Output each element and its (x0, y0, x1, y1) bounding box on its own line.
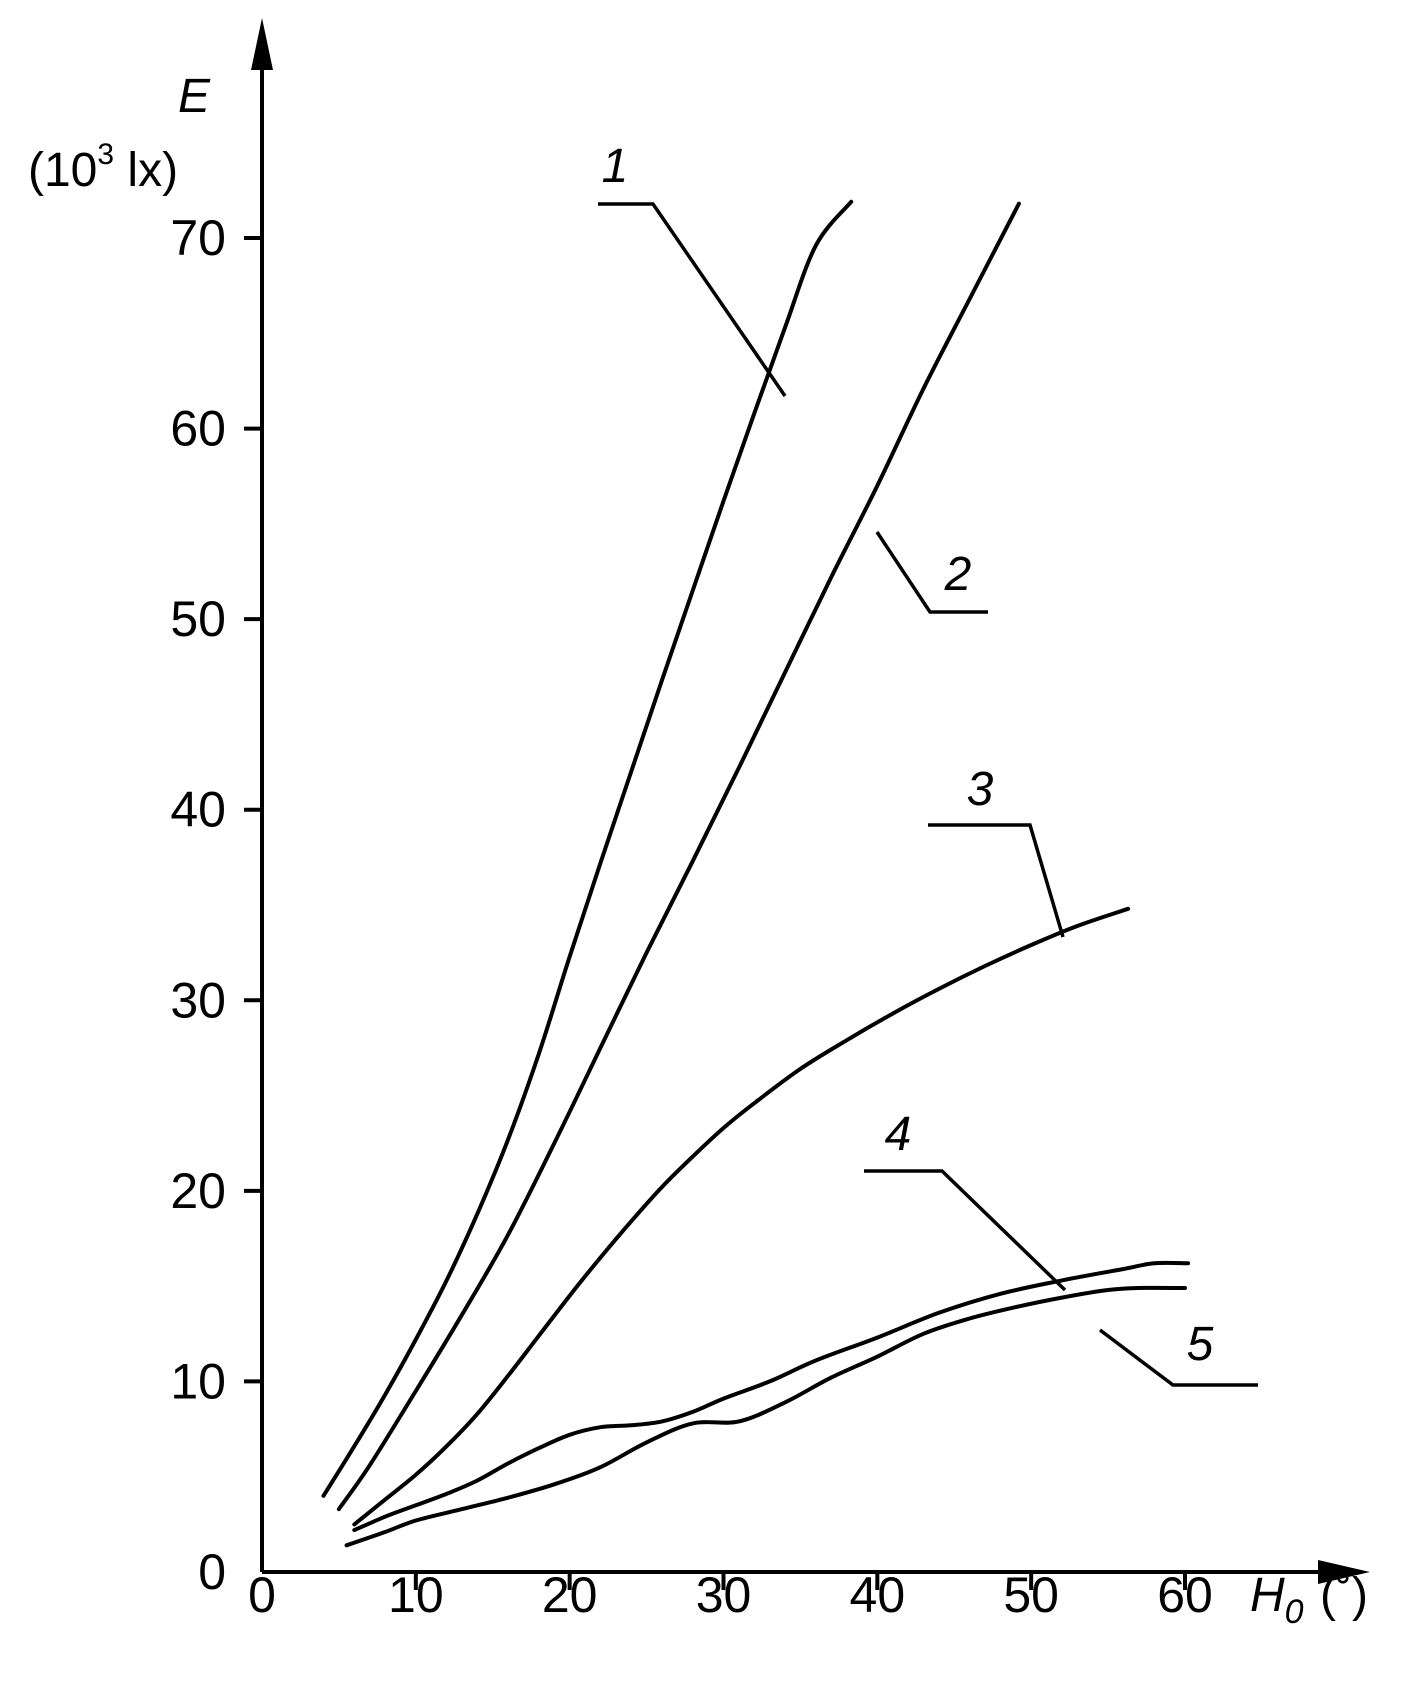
x-tick-label: 60 (1157, 1567, 1213, 1623)
x-tick-label: 20 (542, 1567, 598, 1623)
y-tick-label: 10 (170, 1353, 226, 1409)
y-tick-label: 70 (170, 210, 226, 266)
y-tick-label: 0 (198, 1544, 226, 1600)
x-tick-label: 0 (248, 1567, 276, 1623)
y-axis-unit: (103 lx) (28, 138, 178, 197)
y-tick-label: 40 (170, 782, 226, 838)
y-unit-suffix: lx) (114, 144, 178, 197)
series-label-5: 5 (1187, 1318, 1214, 1371)
leader-line-1 (598, 202, 787, 397)
y-tick-label: 20 (170, 1163, 226, 1219)
series-label-4: 4 (885, 1108, 912, 1161)
series-label-1: 1 (602, 140, 629, 193)
x-axis-unit: (˚) (1320, 1569, 1368, 1622)
leader-line-5 (1098, 1328, 1258, 1387)
y-ticks: 0 10 20 30 40 50 60 70 (170, 210, 262, 1600)
y-unit-prefix: (10 (28, 144, 97, 197)
x-tick-label: 30 (696, 1567, 752, 1623)
x-tick-label: 50 (1003, 1567, 1059, 1623)
y-tick-label: 60 (170, 401, 226, 457)
y-tick-label: 50 (170, 591, 226, 647)
series-group (321, 199, 1191, 1548)
y-axis-title: E (178, 70, 211, 123)
series-line-2 (336, 201, 1021, 1512)
series-line-1 (321, 199, 854, 1498)
y-tick-label: 30 (170, 972, 226, 1028)
series-leaders: 1 2 3 4 5 (598, 140, 1258, 1387)
leader-line-3 (928, 823, 1065, 938)
series-label-2: 2 (944, 548, 972, 601)
x-ticks: 0 10 20 30 40 50 60 (248, 1567, 1213, 1623)
leader-line-2 (875, 531, 988, 614)
series-line-4 (344, 1285, 1187, 1548)
y-unit-exponent: 3 (97, 138, 114, 171)
leader-line-4 (864, 1169, 1067, 1292)
series-line-3 (352, 906, 1131, 1527)
series-label-3: 3 (967, 763, 994, 816)
x-axis-arrow (1318, 1560, 1370, 1584)
x-title-subscript: 0 (1285, 1593, 1304, 1631)
x-tick-label: 10 (388, 1567, 444, 1623)
series-line-5 (352, 1260, 1191, 1533)
x-title-main: H (1250, 1569, 1285, 1622)
x-axis-title: H0 (1250, 1569, 1304, 1631)
x-tick-label: 40 (850, 1567, 906, 1623)
y-axis-arrow (251, 18, 273, 70)
